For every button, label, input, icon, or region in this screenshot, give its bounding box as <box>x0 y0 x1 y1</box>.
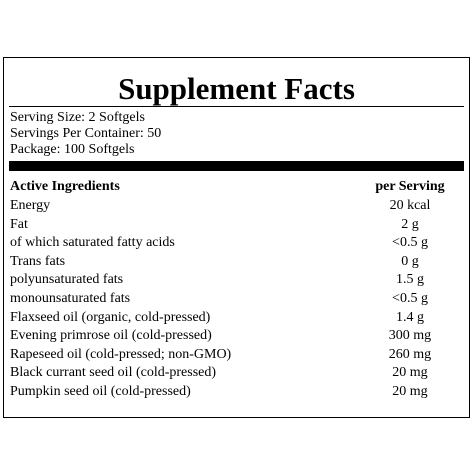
table-row: polyunsaturated fats 1.5 g <box>10 271 464 289</box>
thick-rule <box>9 161 464 171</box>
ingredient-amount: <0.5 g <box>392 235 428 251</box>
facts-panel: Supplement Facts Serving Size: 2 Softgel… <box>3 57 470 418</box>
table-row: Pumpkin seed oil (cold-pressed) 20 mg <box>10 383 464 401</box>
ingredient-amount: 2 g <box>401 216 419 232</box>
ingredient-name: monounsaturated fats <box>10 291 131 306</box>
table-row: Rapeseed oil (cold-pressed; non-GMO) 260 … <box>10 346 464 364</box>
ingredient-amount: 300 mg <box>388 328 432 344</box>
ingredient-name: Trans fats <box>10 253 66 269</box>
table-row: monounsaturated fats <0.5 g <box>10 290 464 308</box>
table-row: Trans fats 0 g <box>10 253 464 271</box>
ingredient-amount: 260 mg <box>388 346 432 362</box>
ingredient-name: Flaxseed oil (organic, cold-pressed) <box>10 309 211 325</box>
ingredient-amount: 0 g <box>401 253 419 269</box>
ingredient-amount: 1.4 g <box>396 309 424 325</box>
ingredient-amount: 20 mg <box>392 384 428 399</box>
ingredient-name: Rapeseed oil (cold-pressed; non-GMO) <box>10 346 232 362</box>
table-row: Fat 2 g <box>10 216 464 234</box>
ingredient-amount: 20 kcal <box>389 198 431 213</box>
serving-line: Package: 100 Softgels <box>10 142 135 157</box>
serving-line: Serving Size: 2 Softgels <box>10 110 145 125</box>
ingredient-amount: 20 mg <box>392 365 428 381</box>
rule <box>9 106 464 107</box>
ingredient-name: Pumpkin seed oil (cold-pressed) <box>10 384 191 399</box>
header-cell: per Serving <box>375 179 445 194</box>
ingredient-name: Fat <box>10 216 28 232</box>
ingredient-name: Black currant seed oil (cold-pressed) <box>10 365 217 381</box>
table-header: Active Ingredients per Serving <box>10 178 464 196</box>
ingredient-amount: <0.5 g <box>392 291 428 306</box>
ingredient-name: Evening primrose oil (cold-pressed) <box>10 328 212 344</box>
ingredient-name: polyunsaturated fats <box>10 272 124 288</box>
table-row: Black currant seed oil (cold-pressed) 20 … <box>10 364 464 382</box>
table-row: Evening primrose oil (cold-pressed) 300 m… <box>10 327 464 345</box>
table-row: of which saturated fatty acids <0.5 g <box>10 234 464 252</box>
ingredient-amount: 1.5 g <box>396 272 424 288</box>
ingredient-name: of which saturated fatty acids <box>10 235 175 251</box>
serving-line: Servings Per Container: 50 <box>10 126 162 141</box>
ingredient-name: Energy <box>10 198 51 213</box>
table-row: Flaxseed oil (organic, cold-pressed) 1.4 … <box>10 309 464 327</box>
header-cell: Active Ingredients <box>10 179 120 194</box>
table-row: Energy 20 kcal <box>10 197 464 215</box>
title: Supplement Facts <box>118 71 355 106</box>
